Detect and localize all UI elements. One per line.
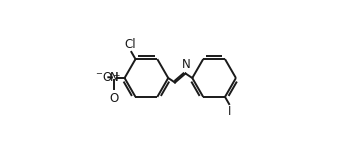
Text: O: O <box>109 92 118 105</box>
Text: +: + <box>112 71 120 80</box>
Text: $^{-}$O: $^{-}$O <box>95 71 113 84</box>
Text: I: I <box>228 105 231 118</box>
Text: N: N <box>109 71 118 85</box>
Text: N: N <box>182 58 190 71</box>
Text: Cl: Cl <box>125 38 136 51</box>
